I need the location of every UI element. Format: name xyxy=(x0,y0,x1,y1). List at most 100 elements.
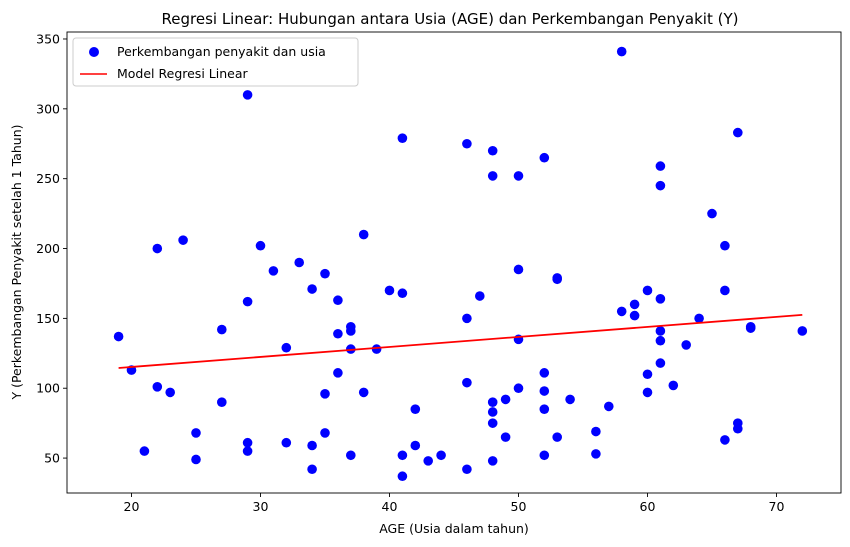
data-point xyxy=(397,450,408,461)
regression-line-group xyxy=(118,313,803,369)
data-point xyxy=(694,313,704,324)
data-point xyxy=(539,152,550,163)
y-axis-title: Y (Perkembangan Penyakit setelah 1 Tahun… xyxy=(9,124,24,400)
data-point xyxy=(191,428,201,438)
data-point xyxy=(346,326,356,336)
data-point xyxy=(642,387,653,398)
data-point xyxy=(642,369,653,380)
data-point xyxy=(616,306,627,317)
data-point xyxy=(487,397,498,407)
data-point xyxy=(591,449,601,459)
x-tick-label: 70 xyxy=(769,499,785,514)
x-tick-label: 50 xyxy=(511,499,527,514)
data-point xyxy=(500,394,511,405)
data-point xyxy=(152,382,163,392)
x-axis-title: AGE (Usia dalam tahun) xyxy=(379,521,529,536)
data-point xyxy=(462,377,472,388)
regression-line xyxy=(118,313,803,369)
data-point xyxy=(307,284,317,294)
data-point xyxy=(384,285,395,296)
legend: Perkembangan penyakit dan usia Model Reg… xyxy=(72,37,359,87)
data-point xyxy=(152,243,163,254)
data-point xyxy=(165,387,175,398)
data-point xyxy=(642,285,653,296)
data-point xyxy=(720,285,730,296)
data-point xyxy=(423,456,434,466)
data-point xyxy=(139,446,150,456)
data-point xyxy=(191,454,201,465)
data-point xyxy=(255,240,266,251)
data-point xyxy=(720,435,730,445)
data-point xyxy=(629,310,640,321)
data-point xyxy=(397,471,408,482)
y-tick-label: 300 xyxy=(36,101,60,116)
data-point xyxy=(462,138,472,149)
data-point xyxy=(410,404,421,414)
x-tick-label: 60 xyxy=(640,499,656,514)
data-point xyxy=(397,288,408,299)
legend-label-scatter: Perkembangan penyakit dan usia xyxy=(117,44,326,59)
data-point xyxy=(745,323,756,333)
scatter-points xyxy=(113,46,808,482)
data-point xyxy=(294,257,305,268)
y-tick-label: 350 xyxy=(36,31,60,46)
data-point xyxy=(217,324,227,335)
data-point xyxy=(552,432,562,442)
y-tick-label: 100 xyxy=(36,381,60,396)
data-point xyxy=(591,426,601,437)
plot-frame xyxy=(66,31,842,494)
data-point xyxy=(513,171,524,181)
data-point xyxy=(487,418,498,428)
data-point xyxy=(629,299,640,310)
legend-label-line: Model Regresi Linear xyxy=(117,66,248,81)
data-point xyxy=(681,340,691,350)
data-point xyxy=(720,240,730,251)
data-point xyxy=(655,326,666,336)
y-tick-label: 150 xyxy=(36,311,60,326)
data-point xyxy=(242,437,253,448)
data-point xyxy=(797,326,808,336)
data-point xyxy=(307,464,317,475)
data-point xyxy=(242,90,253,100)
data-point xyxy=(268,266,279,276)
data-point xyxy=(487,456,498,466)
data-point xyxy=(655,335,666,346)
data-point xyxy=(655,180,666,191)
data-point xyxy=(410,440,421,451)
data-point xyxy=(707,208,717,219)
data-point xyxy=(539,404,550,414)
data-point xyxy=(733,423,743,434)
data-point xyxy=(616,46,627,57)
data-point xyxy=(358,387,369,398)
data-point xyxy=(346,450,356,461)
x-tick-label: 20 xyxy=(124,499,140,514)
data-point xyxy=(397,133,408,143)
data-point xyxy=(487,171,498,181)
data-point xyxy=(462,464,472,475)
data-point xyxy=(462,313,472,324)
legend-marker-scatter xyxy=(89,47,99,57)
data-point xyxy=(320,389,330,399)
data-point xyxy=(565,394,575,405)
data-point xyxy=(358,229,369,240)
data-point xyxy=(487,145,498,156)
data-point xyxy=(539,368,550,378)
data-point xyxy=(333,368,343,378)
data-point xyxy=(333,295,343,306)
data-point xyxy=(113,331,124,342)
data-point xyxy=(733,127,743,138)
y-tick-label: 50 xyxy=(44,451,60,466)
data-point xyxy=(655,294,666,304)
data-point xyxy=(539,386,550,396)
data-point xyxy=(217,397,227,407)
data-point xyxy=(539,450,550,461)
data-point xyxy=(281,437,292,448)
data-point xyxy=(242,296,253,307)
data-point xyxy=(320,268,330,279)
data-point xyxy=(500,432,511,442)
chart-title: Regresi Linear: Hubungan antara Usia (AG… xyxy=(162,10,739,28)
x-tick-label: 40 xyxy=(382,499,398,514)
data-point xyxy=(371,344,382,354)
y-tick-label: 250 xyxy=(36,171,60,186)
x-tick-label: 30 xyxy=(253,499,269,514)
